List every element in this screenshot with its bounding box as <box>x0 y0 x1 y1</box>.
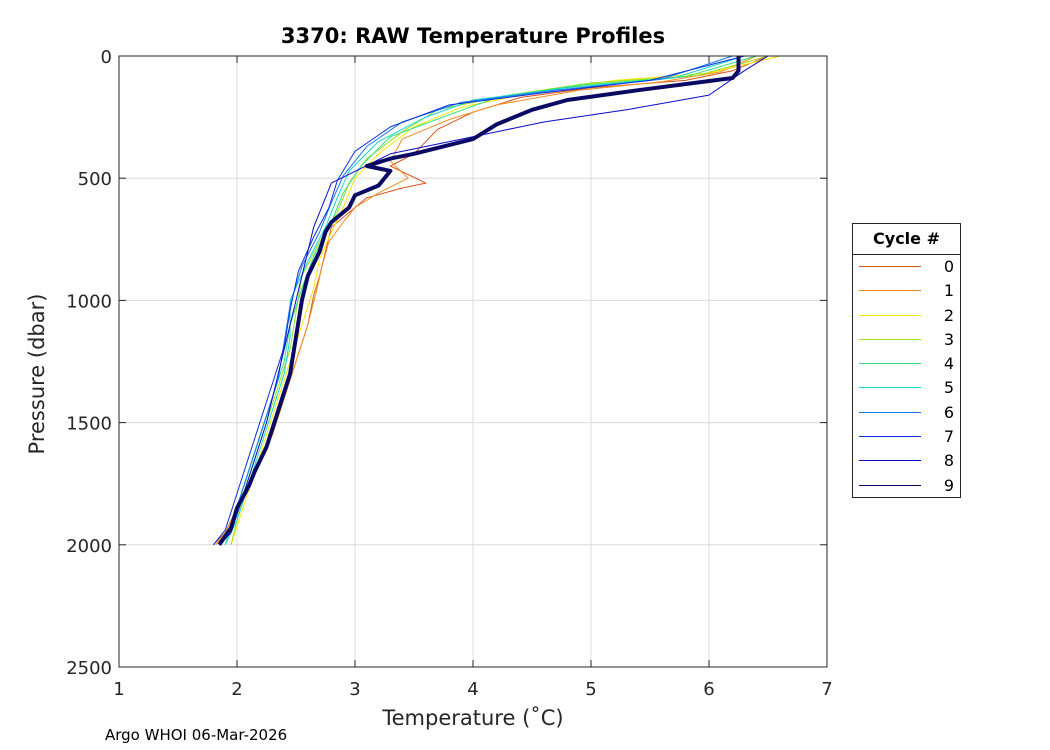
series-layer <box>213 55 780 546</box>
legend-item-cycle-2: 2 <box>853 304 960 328</box>
legend-item-cycle-0: 0 <box>853 255 960 279</box>
x-tick-label: 3 <box>349 679 360 700</box>
legend-swatch <box>859 314 921 316</box>
legend-label: 1 <box>943 281 954 301</box>
legend-item-cycle-3: 3 <box>853 328 960 352</box>
y-tick-label: 2000 <box>66 536 112 557</box>
axes: 1 2 3 4 5 6 7 0 500 1000 1500 2000 2500 <box>66 47 833 700</box>
x-tick-label: 1 <box>113 679 124 700</box>
legend-item-cycle-4: 4 <box>853 352 960 376</box>
legend-item-cycle-8: 8 <box>853 449 960 473</box>
legend-swatch <box>859 460 921 462</box>
series-line-cycle-6 <box>218 55 733 546</box>
legend-swatch <box>859 411 921 413</box>
legend-item-cycle-9: 9 <box>853 474 960 498</box>
legend-label: 8 <box>943 451 954 471</box>
legend-swatch <box>859 290 921 292</box>
x-tick-label: 5 <box>585 679 596 700</box>
legend-swatch <box>859 266 921 267</box>
legend-label: 7 <box>943 427 954 447</box>
y-tick-label: 1000 <box>66 291 112 312</box>
y-tick-label: 0 <box>101 47 112 68</box>
legend-item-cycle-7: 7 <box>853 425 960 449</box>
y-tick-label: 500 <box>78 169 112 190</box>
x-tick-label: 7 <box>821 679 832 700</box>
x-tick-label: 6 <box>703 679 714 700</box>
legend-swatch <box>859 387 921 389</box>
x-tick-label: 4 <box>467 679 478 700</box>
legend-swatch <box>859 436 921 438</box>
legend-label: 2 <box>943 305 954 325</box>
legend-label: 6 <box>943 402 954 422</box>
series-line-cycle-5 <box>224 55 745 546</box>
legend-swatch <box>859 363 921 365</box>
legend-item-cycle-6: 6 <box>853 401 960 425</box>
series-line-cycle-7 <box>213 55 745 546</box>
legend-label: 0 <box>943 257 954 276</box>
legend-label: 5 <box>943 378 954 398</box>
y-tick-label: 1500 <box>66 414 112 435</box>
legend-label: 9 <box>943 475 954 495</box>
legend-swatch <box>859 338 921 340</box>
legend-label: 4 <box>943 354 954 374</box>
legend-item-cycle-1: 1 <box>853 279 960 303</box>
y-tick-label: 2500 <box>66 658 112 679</box>
x-tick-label: 2 <box>231 679 242 700</box>
footer-credit: Argo WHOI 06-Mar-2026 <box>105 726 288 744</box>
y-axis-label: Pressure (dbar) <box>25 293 49 455</box>
legend-title: Cycle # <box>853 224 960 255</box>
legend-swatch <box>859 484 921 486</box>
chart-title: 3370: RAW Temperature Profiles <box>280 24 666 48</box>
x-axis-label: Temperature (˚C) <box>382 706 564 730</box>
legend: Cycle # 0 1 2 3 4 5 6 7 8 9 <box>852 223 961 498</box>
series-line-cycle-9 <box>217 56 741 546</box>
series-line-cycle-8 <box>218 55 769 546</box>
legend-label: 3 <box>943 329 954 349</box>
legend-item-cycle-5: 5 <box>853 376 960 400</box>
